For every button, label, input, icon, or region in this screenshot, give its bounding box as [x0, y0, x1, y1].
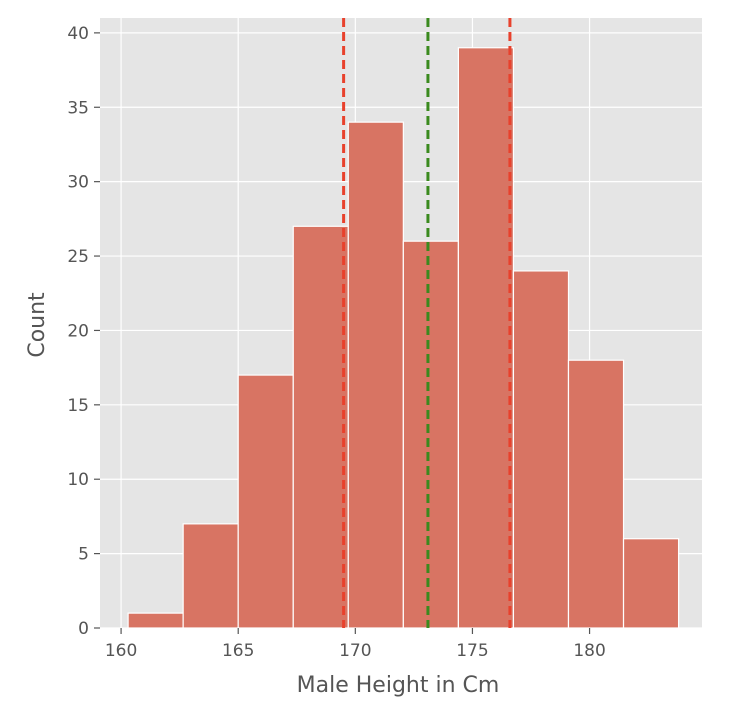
histogram-bar	[292, 225, 349, 629]
x-axis-ticks: 160 165 170 175 180	[105, 628, 606, 661]
x-tick-label: 170	[339, 641, 371, 661]
y-tick-label: 5	[78, 545, 89, 565]
x-tick-label: 160	[105, 641, 137, 661]
histogram-bar	[567, 359, 625, 629]
y-tick-label: 40	[67, 24, 89, 44]
histogram-bars	[127, 47, 680, 629]
histogram-bar	[182, 523, 239, 629]
histogram-bar	[457, 47, 515, 629]
histogram-bar	[622, 538, 680, 629]
histogram-bar	[127, 612, 184, 629]
histogram-bar	[237, 374, 294, 629]
y-tick-label: 10	[67, 470, 89, 490]
y-tick-label: 20	[67, 321, 89, 341]
reference-lines	[342, 18, 512, 628]
x-axis-label: Male Height in Cm	[297, 673, 500, 698]
y-tick-label: 0	[78, 619, 89, 639]
x-tick-label: 175	[456, 641, 488, 661]
histogram-bar	[512, 270, 570, 629]
y-tick-label: 25	[67, 247, 89, 267]
y-tick-label: 35	[67, 98, 89, 118]
y-tick-label: 15	[67, 396, 89, 416]
y-tick-label: 30	[67, 173, 89, 193]
histogram-bar	[402, 240, 459, 629]
x-tick-label: 180	[573, 641, 605, 661]
y-axis-label: Count	[25, 292, 50, 358]
histogram-bar	[347, 121, 404, 629]
y-axis-ticks: 0 5 10 15 20 25 30 35 40	[67, 24, 100, 639]
x-tick-label: 165	[222, 641, 254, 661]
